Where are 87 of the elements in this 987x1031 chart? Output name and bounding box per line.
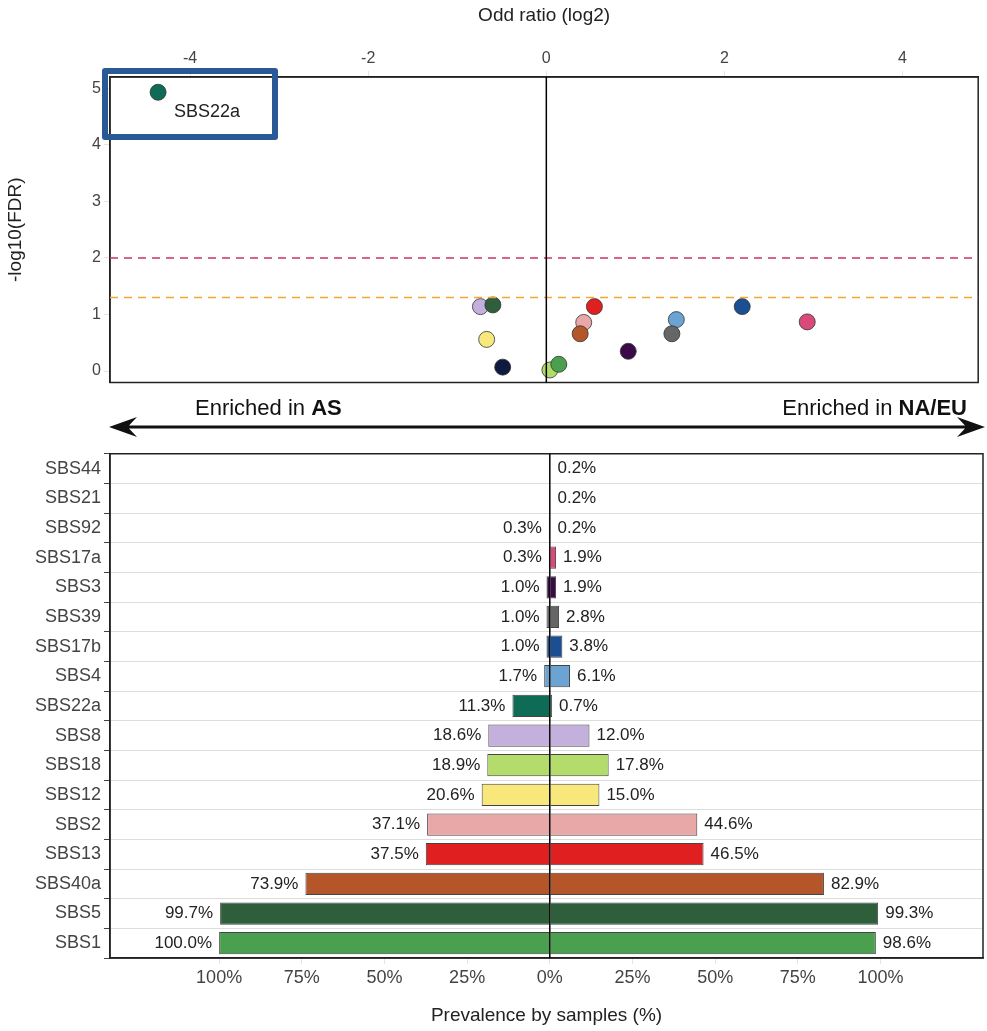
data-label: 3.8% [569, 636, 609, 656]
data-label: 0.3% [503, 547, 542, 567]
x-tick-label: 50% [366, 966, 403, 987]
y-tick-label: SBS13 [44, 843, 101, 864]
data-label: 6.1% [576, 665, 616, 685]
y-tick-label: 1 [92, 304, 102, 322]
y-tick-label: 0 [92, 361, 102, 379]
text: Enriched in NA/EU [782, 395, 967, 421]
point [798, 313, 816, 331]
point [733, 298, 751, 316]
y-tick-label: SBS44 [44, 457, 101, 478]
data-label: 37.5% [370, 843, 419, 863]
point [571, 325, 589, 343]
y-tick-label: SBS17a [34, 546, 102, 567]
data-label: 17.8% [615, 754, 664, 774]
y-tick-label: SBS1 [54, 932, 101, 953]
y-tick-label: SBS4 [54, 665, 101, 686]
y-tick-label: 4 [92, 135, 102, 153]
y-tick-label: SBS18 [44, 754, 101, 775]
point [484, 296, 502, 314]
x-tick-label: 75% [283, 966, 320, 987]
data-label: 73.9% [250, 873, 299, 893]
x-tick-label: 2 [719, 48, 729, 66]
data-label: 0.7% [559, 695, 598, 715]
data-label: 1.9% [563, 547, 602, 567]
y-tick-label: SBS40a [34, 872, 102, 893]
point [663, 325, 681, 343]
y-tick-label: SBS2 [54, 813, 101, 834]
y-tick-label: SBS5 [54, 902, 101, 923]
data-label: 37.1% [371, 814, 421, 834]
data-label: 18.6% [433, 725, 482, 745]
x-tick-label: 100% [857, 966, 904, 987]
data-label: 99.3% [885, 903, 934, 923]
point [494, 358, 512, 376]
x-tick-label: 25% [614, 966, 651, 987]
y-tick-label: SBS12 [44, 783, 101, 804]
annotation: SBS22a [174, 101, 242, 122]
data-label: 1.7% [498, 665, 538, 685]
x-tick-label: 100% [196, 966, 243, 987]
data-label: 1.0% [500, 606, 540, 626]
point [586, 298, 603, 316]
x-tick-label: 25% [449, 966, 486, 987]
y-tick-label: SBS22a [34, 694, 102, 715]
x-tick-label: 50% [697, 966, 734, 987]
data-label: 1.0% [500, 636, 540, 656]
data-label: 82.9% [830, 873, 880, 893]
y-tick-label: 2 [92, 248, 102, 266]
point [619, 342, 637, 360]
x-tick-label: 75% [779, 966, 816, 987]
point [149, 83, 167, 101]
x-tick-label: -4 [183, 48, 198, 66]
x-tick-label: 0% [536, 966, 563, 987]
y-tick-label: SBS39 [44, 605, 101, 626]
data-label: 0.2% [557, 458, 597, 478]
y-tick-label: SBS21 [44, 487, 101, 508]
y-tick-label: SBS3 [54, 576, 101, 597]
data-label: 98.6% [882, 932, 932, 952]
data-label: 20.6% [426, 784, 475, 804]
point [478, 331, 496, 348]
data-label: 44.6% [704, 814, 753, 834]
y-axis-title: -log10(FDR) [3, 177, 25, 282]
data-label: 46.5% [710, 843, 759, 863]
x-tick-label: -2 [361, 48, 376, 66]
point [550, 355, 568, 373]
x-axis-title: Odd ratio (log2) [478, 3, 611, 25]
data-label: 12.0% [596, 725, 645, 745]
point [667, 311, 685, 329]
data-label: 0.2% [557, 487, 597, 507]
y-tick-label: SBS92 [44, 516, 101, 537]
data-label: 0.3% [503, 517, 542, 537]
text: Enriched in AS [195, 395, 342, 421]
data-label: 1.9% [563, 576, 602, 596]
data-label: 15.0% [606, 784, 655, 804]
data-label: 99.7% [164, 903, 214, 923]
y-tick-label: 3 [92, 191, 102, 209]
data-label: 1.0% [500, 576, 540, 596]
x-tick-label: 0 [541, 48, 551, 66]
y-tick-label: 5 [92, 78, 102, 96]
data-label: 18.9% [432, 754, 481, 774]
x-axis-title: Prevalence by samples (%) [430, 1003, 663, 1025]
y-tick-label: SBS17b [34, 635, 101, 656]
data-label: 11.3% [458, 695, 506, 715]
x-tick-label: 4 [898, 48, 908, 66]
data-label: 100.0% [154, 932, 213, 952]
data-label: 2.8% [566, 606, 605, 626]
data-label: 0.2% [557, 517, 597, 537]
y-tick-label: SBS8 [54, 724, 101, 745]
